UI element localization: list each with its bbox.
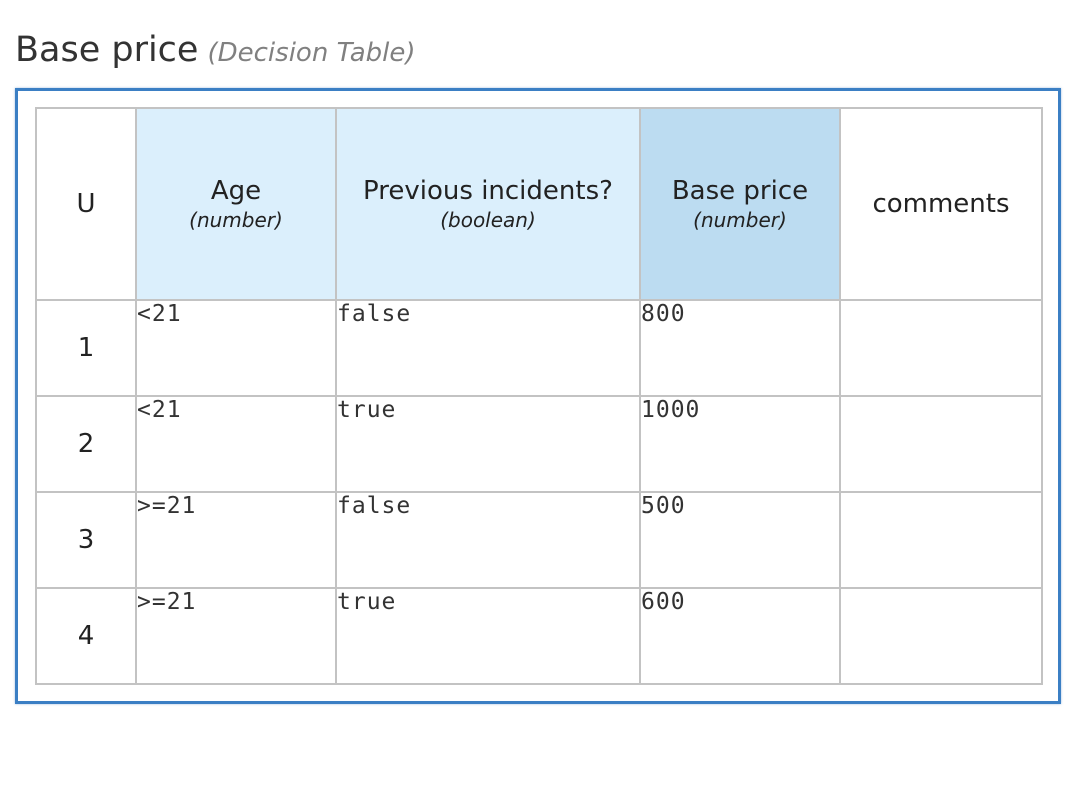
decision-kind: (Decision Table) xyxy=(207,38,416,68)
decision-table-frame: U Age (number) Previous incidents? (bool… xyxy=(15,88,1061,704)
input-header-age[interactable]: Age (number) xyxy=(135,107,337,301)
decision-table: U Age (number) Previous incidents? (bool… xyxy=(35,107,1043,685)
annotation-header[interactable]: comments xyxy=(839,107,1043,301)
rule-cell-price[interactable]: 1000 xyxy=(639,395,841,493)
rule-cell-price[interactable]: 800 xyxy=(639,299,841,397)
rule-cell-age[interactable]: >=21 xyxy=(135,587,337,685)
annotation-label: comments xyxy=(872,189,1010,219)
rule-cell-incidents[interactable]: true xyxy=(335,587,641,685)
rule-cell-incidents[interactable]: false xyxy=(335,299,641,397)
rule-cell-price[interactable]: 500 xyxy=(639,491,841,589)
header-row: U Age (number) Previous incidents? (bool… xyxy=(35,107,1043,301)
output-type: (number) xyxy=(693,208,787,232)
rule-cell-incidents[interactable]: true xyxy=(335,395,641,493)
decision-title: Base price (Decision Table) xyxy=(15,30,416,76)
rule-row: 1 <21 false 800 xyxy=(35,299,1043,397)
rule-row: 2 <21 true 1000 xyxy=(35,395,1043,493)
input-type: (number) xyxy=(189,208,283,232)
rule-cell-age[interactable]: >=21 xyxy=(135,491,337,589)
rule-cell-age[interactable]: <21 xyxy=(135,299,337,397)
decision-name[interactable]: Base price xyxy=(15,30,199,70)
rule-cell-comment[interactable] xyxy=(839,491,1043,589)
input-label: Previous incidents? xyxy=(363,176,613,206)
rule-row: 4 >=21 true 600 xyxy=(35,587,1043,685)
hit-policy-cell[interactable]: U xyxy=(35,107,137,301)
rule-cell-price[interactable]: 600 xyxy=(639,587,841,685)
input-label: Age xyxy=(210,176,262,206)
rule-cell-comment[interactable] xyxy=(839,299,1043,397)
rule-number: 2 xyxy=(35,395,137,493)
rule-cell-incidents[interactable]: false xyxy=(335,491,641,589)
output-label: Base price xyxy=(671,176,809,206)
rule-row: 3 >=21 false 500 xyxy=(35,491,1043,589)
rule-number: 1 xyxy=(35,299,137,397)
rule-cell-comment[interactable] xyxy=(839,395,1043,493)
rule-cell-comment[interactable] xyxy=(839,587,1043,685)
rule-cell-age[interactable]: <21 xyxy=(135,395,337,493)
input-type: (boolean) xyxy=(440,208,536,232)
rule-number: 4 xyxy=(35,587,137,685)
input-header-previous-incidents[interactable]: Previous incidents? (boolean) xyxy=(335,107,641,301)
rule-number: 3 xyxy=(35,491,137,589)
output-header-base-price[interactable]: Base price (number) xyxy=(639,107,841,301)
